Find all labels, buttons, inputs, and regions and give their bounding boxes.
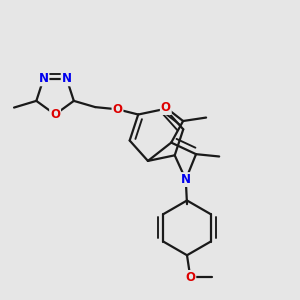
Text: N: N	[181, 173, 191, 186]
Text: O: O	[112, 103, 122, 116]
Text: O: O	[161, 101, 171, 114]
Text: O: O	[185, 271, 195, 284]
Text: N: N	[62, 72, 72, 85]
Text: N: N	[38, 72, 49, 85]
Text: O: O	[50, 108, 60, 121]
